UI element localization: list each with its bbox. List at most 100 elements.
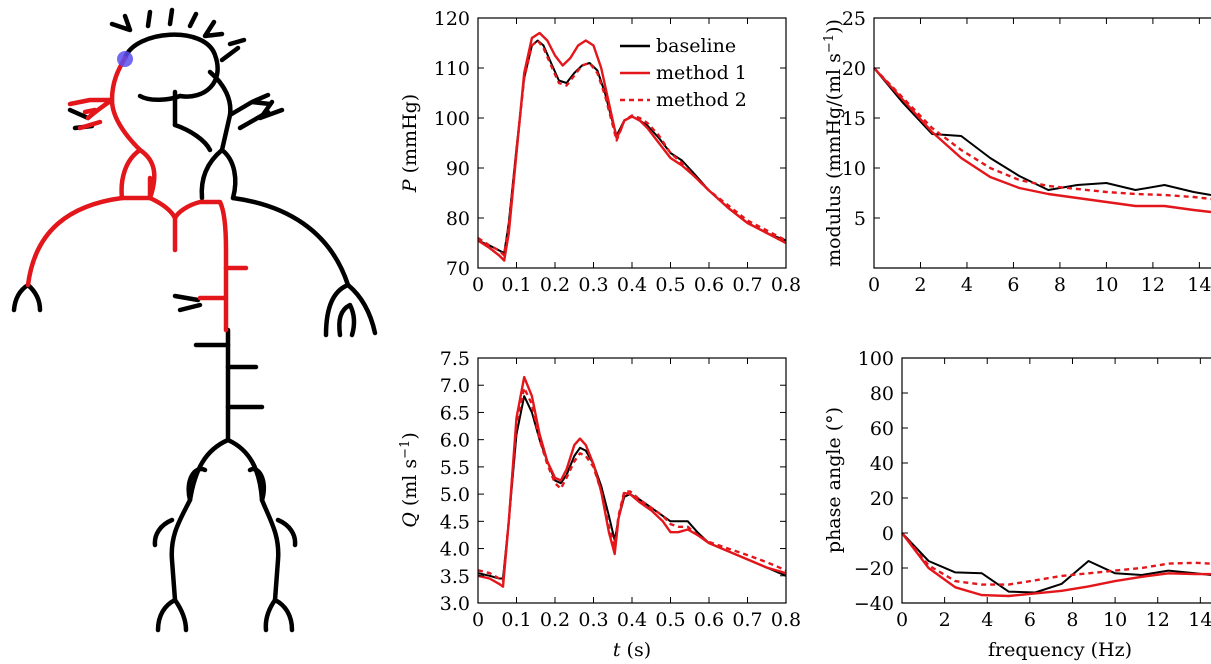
vessel	[197, 265, 249, 301]
x-tick-label: 0	[472, 609, 484, 631]
series-line-method-1	[477, 31, 787, 262]
y-tick-label: 10	[842, 158, 866, 180]
series-line-method-1	[901, 532, 1211, 598]
x-tick-label: 6	[1007, 274, 1019, 296]
y-tick-label: 4.0	[440, 539, 470, 561]
series-line-baseline	[873, 67, 1211, 196]
panel-pressure: 0 0.1 0.2 0.3 0.4 0.5 0.6 0.7 0.8 70 80 90 100 110 120…	[399, 8, 801, 296]
ticks-modulus: 0 2 4 6 8 10 12 14 5 10 15 20 25	[842, 8, 1211, 296]
vessel	[219, 147, 238, 201]
plot-area-phase	[901, 532, 1211, 598]
vessel	[219, 37, 247, 63]
series-line-method-2	[873, 67, 1211, 201]
plot-area-pressure	[477, 31, 787, 262]
x-tick-label: 8	[1054, 274, 1066, 296]
x-tick-label: 0.5	[655, 609, 685, 631]
axes-frame	[477, 17, 787, 269]
y-tick-label: 40	[870, 453, 894, 475]
vessel	[172, 293, 203, 313]
axes-frame	[477, 357, 787, 604]
x-tick-label: 12	[1146, 609, 1170, 631]
x-tick-label: 14	[1187, 274, 1211, 296]
series-line-method-2	[477, 386, 787, 583]
x-tick-label: 14	[1188, 609, 1211, 631]
x-tick-label: 2	[939, 609, 951, 631]
series-line-method-1	[477, 375, 787, 588]
plot-area-flow	[477, 375, 787, 588]
vessel	[169, 437, 281, 603]
y-tick-label: 100	[858, 348, 894, 370]
x-tick-label: 0.3	[578, 274, 608, 296]
x-tick-label: 6	[1024, 609, 1036, 631]
ticks-flow: 0 0.1 0.2 0.3 0.4 0.5 0.6 0.7 0.8 3.0 3.5 4.0 4.5 5.0…	[440, 348, 801, 631]
x-axis-label-frequency: frequency (Hz)	[988, 639, 1132, 661]
x-tick-label: 4	[981, 609, 993, 631]
series-line-method-2	[477, 39, 787, 257]
x-tick-label: 10	[1094, 274, 1118, 296]
x-tick-label: 0.2	[540, 609, 570, 631]
ticks-phase: 0 2 4 6 8 10 12 14 −40 −20 0 20 40 60 80 100	[854, 348, 1211, 631]
ticks-pressure: 0 0.1 0.2 0.3 0.4 0.5 0.6 0.7 0.8 70 80 90 100 110 120	[434, 8, 801, 296]
vessel	[323, 282, 378, 338]
y-tick-label: 110	[434, 58, 470, 80]
black-vessels	[11, 7, 378, 633]
vessel	[11, 282, 43, 313]
y-tick-label: −40	[854, 593, 894, 615]
y-axis-label-phase: phase angle (°)	[823, 407, 845, 553]
axes-frame	[901, 357, 1211, 604]
x-tick-label: 0.6	[694, 609, 724, 631]
y-tick-label: 7.0	[440, 375, 470, 397]
series-line-baseline	[901, 532, 1211, 594]
y-tick-label: 120	[434, 8, 470, 30]
y-axis-label-modulus: modulus (mmHg/(ml s−1))	[822, 19, 846, 267]
x-tick-label: 0.8	[771, 274, 801, 296]
y-tick-label: 4.5	[440, 511, 470, 533]
vessel	[155, 597, 295, 633]
measurement-site-marker	[117, 51, 133, 67]
y-tick-label: 20	[842, 58, 866, 80]
vessel	[193, 342, 265, 410]
vessel	[172, 122, 213, 153]
panel-modulus: 0 2 4 6 8 10 12 14 5 10 15 20 25 modulus (mmHg/(ml s…	[822, 8, 1211, 296]
vessel	[25, 195, 125, 288]
legend: baseline method 1 method 2	[620, 35, 747, 111]
y-tick-label: 80	[870, 383, 894, 405]
axes-frame	[873, 17, 1211, 269]
x-tick-label: 2	[914, 274, 926, 296]
y-tick-label: 3.5	[440, 566, 470, 588]
y-axis-label-flow: Q (ml s−1)	[398, 432, 422, 528]
y-tick-label: 15	[842, 108, 866, 130]
panel-flow: 0 0.1 0.2 0.3 0.4 0.5 0.6 0.7 0.8 3.0 3.5 4.0 4.5 5.0…	[398, 348, 802, 661]
y-tick-label: 60	[870, 418, 894, 440]
series-line-method-1	[873, 67, 1211, 214]
x-tick-label: 0	[868, 274, 880, 296]
x-tick-label: 0	[472, 274, 484, 296]
plot-area-modulus	[873, 67, 1211, 214]
vessel	[109, 55, 143, 153]
x-tick-label: 4	[961, 274, 973, 296]
y-axis-label-pressure: P (mmHg)	[399, 94, 421, 193]
x-tick-label: 0.5	[655, 274, 685, 296]
x-tick-label: 0.7	[732, 609, 762, 631]
y-tick-label: 100	[434, 108, 470, 130]
y-tick-label: 6.5	[440, 402, 470, 424]
x-tick-label: 0.7	[732, 274, 762, 296]
y-tick-label: 3.0	[440, 593, 470, 615]
legend-label-method-1: method 1	[656, 62, 747, 84]
y-tick-label: 6.0	[440, 430, 470, 452]
series-line-baseline	[477, 395, 787, 580]
y-tick-label: 0	[882, 523, 894, 545]
vessel	[122, 32, 220, 99]
vessel	[199, 147, 225, 201]
vessel	[67, 97, 115, 131]
series-line-method-2	[901, 532, 1211, 586]
y-tick-label: 20	[870, 488, 894, 510]
vessel	[109, 7, 225, 39]
x-tick-label: 0.1	[501, 609, 531, 631]
y-tick-label: 7.5	[440, 348, 470, 370]
vessel	[152, 517, 298, 548]
x-tick-label: 0.4	[617, 609, 647, 631]
x-tick-label: 0.8	[771, 609, 801, 631]
x-tick-label: 0.1	[501, 274, 531, 296]
